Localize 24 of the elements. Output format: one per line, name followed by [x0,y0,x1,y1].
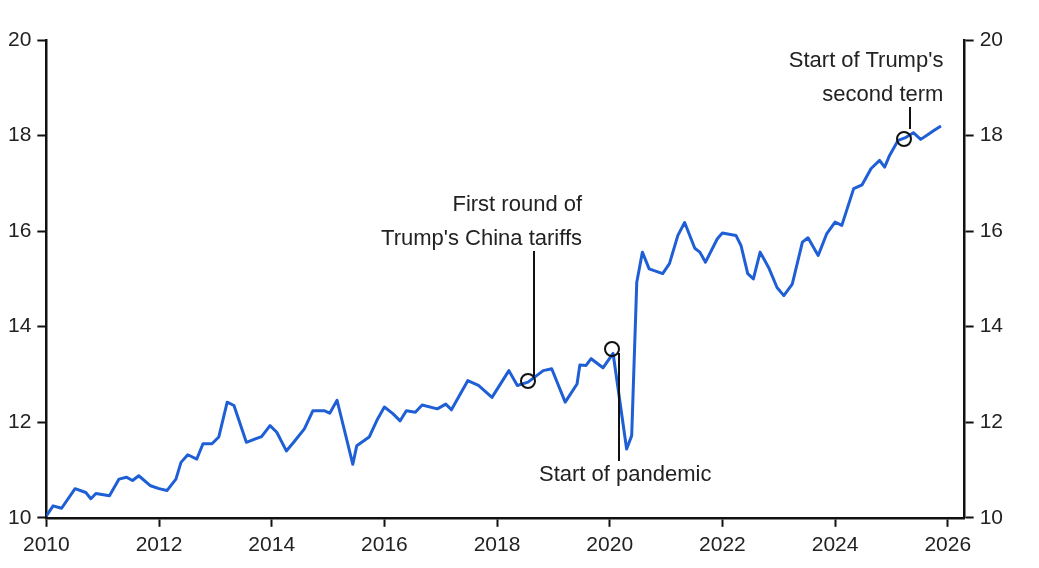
x-tick-label: 2010 [23,532,70,556]
x-tick-label: 2018 [473,532,521,556]
y-tick-label: 14 [8,313,32,337]
annotation: Start of Trump's second term [788,46,944,109]
x-tick-label: 2012 [135,532,183,556]
y-tick-label: 12 [8,409,32,433]
y2-tick-label: 16 [979,217,1003,241]
annotation: First round of Trump's China tariffs [381,189,583,252]
y-tick-label: 10 [8,504,32,528]
annotation: Start of pandemic [538,459,712,488]
y-tick-label: 16 [8,217,32,241]
y2-tick-label: 10 [979,504,1003,528]
y-tick-label: 20 [8,26,32,50]
x-tick-label: 2020 [586,532,634,556]
x-tick-label: 2016 [361,532,408,556]
x-tick-label: 2026 [924,532,972,556]
x-tick-label: 2014 [248,532,296,556]
x-tick-label: 2022 [699,532,746,556]
y2-tick-label: 14 [979,313,1004,337]
y2-tick-label: 20 [979,26,1003,50]
y-tick-label: 18 [8,122,32,146]
y2-tick-label: 12 [979,409,1003,433]
x-tick-label: 2024 [811,532,859,556]
y2-tick-label: 18 [979,122,1003,146]
